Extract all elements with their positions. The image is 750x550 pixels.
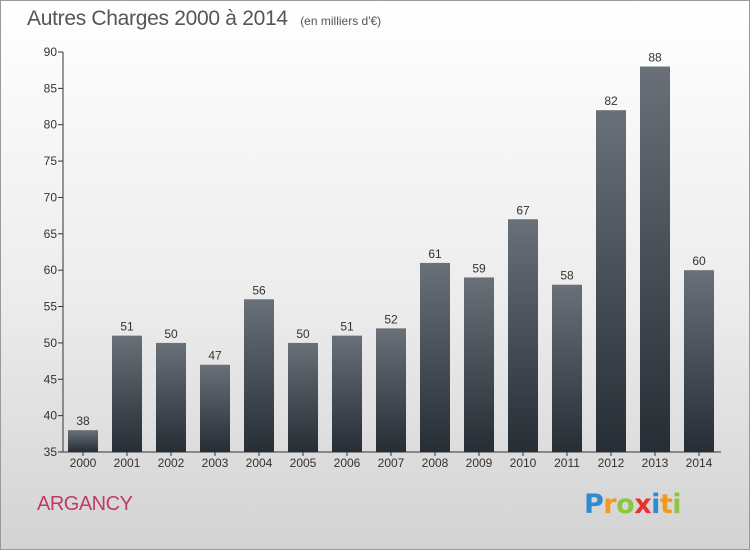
y-tick-label: 75 [44, 154, 58, 168]
data-label-2006: 51 [340, 320, 354, 334]
x-tick-label: 2011 [554, 456, 580, 470]
y-tick-label: 40 [44, 409, 58, 423]
data-label-2002: 50 [164, 327, 178, 341]
y-tick-label: 55 [44, 300, 58, 314]
x-tick-label: 2001 [114, 456, 141, 470]
bar-2004 [244, 299, 274, 452]
bar-2006 [332, 335, 362, 452]
logo-letter: i [672, 489, 682, 520]
data-label-2014: 60 [692, 254, 706, 268]
x-tick-label: 2005 [290, 456, 317, 470]
place-name: ARGANCY [37, 493, 133, 515]
y-tick-label: 85 [44, 81, 58, 95]
bar-2014 [684, 270, 714, 452]
logo-letter: r [603, 489, 617, 520]
y-axis: 35 40 45 50 55 60 65 70 75 80 85 90 [44, 45, 64, 459]
bar-2013 [640, 66, 670, 452]
y-tick-label: 80 [44, 118, 58, 132]
bar-2007 [376, 328, 406, 452]
bar-2002 [156, 342, 186, 452]
bar-2003 [200, 364, 230, 452]
bar-2009 [464, 277, 494, 452]
data-label-2009: 59 [472, 261, 486, 275]
bar-2005 [288, 342, 318, 452]
y-tick-label: 60 [44, 263, 58, 277]
logo-letter: x [634, 489, 652, 520]
x-tick-label: 2013 [642, 456, 669, 470]
x-tick-label: 2002 [158, 456, 185, 470]
x-tick-label: 2006 [334, 456, 361, 470]
x-tick-label: 2012 [598, 456, 625, 470]
bar-2012 [596, 110, 626, 452]
data-label-2005: 50 [296, 327, 310, 341]
bar-2000 [68, 430, 98, 452]
chart-title: Autres Charges 2000 à 2014 [27, 7, 288, 30]
proxiti-logo[interactable]: Proxiti [584, 489, 682, 520]
y-tick-label: 65 [44, 227, 58, 241]
y-tick-label: 35 [44, 445, 58, 459]
logo-letter: i [651, 489, 660, 520]
y-tick-label: 45 [44, 372, 58, 386]
bar-2008 [420, 262, 450, 452]
x-tick-label: 2009 [466, 456, 493, 470]
x-tick-label: 2007 [378, 456, 405, 470]
x-tick-label: 2010 [510, 456, 537, 470]
bar-2001 [112, 335, 142, 452]
y-tick-label: 50 [44, 336, 58, 350]
y-tick-label: 70 [44, 190, 58, 204]
data-label-2011: 58 [560, 269, 574, 283]
x-tick-label: 2000 [70, 456, 97, 470]
bar-2011 [552, 284, 582, 452]
data-label-2008: 61 [428, 247, 442, 261]
data-label-2010: 67 [516, 203, 530, 217]
x-tick-label: 2004 [246, 456, 273, 470]
data-label-2003: 47 [208, 349, 222, 363]
x-tick-label: 2003 [202, 456, 229, 470]
bars [68, 66, 714, 452]
data-label-2007: 52 [384, 312, 398, 326]
logo-letter: P [584, 489, 604, 520]
data-label-2001: 51 [120, 320, 134, 334]
logo-letter: o [616, 489, 635, 520]
logo-letter: t [659, 489, 673, 520]
y-tick-label: 90 [44, 45, 58, 59]
chart-subtitle: (en milliers d'€) [300, 14, 382, 28]
data-labels: 38 51 50 47 56 50 51 52 61 59 67 58 82 88 60 [76, 51, 706, 429]
x-tick-label: 2014 [686, 456, 713, 470]
chart-title-block: Autres Charges 2000 à 2014 (en milliers … [27, 7, 381, 31]
bar-2010 [508, 219, 538, 452]
data-label-2004: 56 [252, 283, 266, 297]
x-tick-label: 2008 [422, 456, 449, 470]
data-label-2012: 82 [604, 94, 618, 108]
data-label-2013: 88 [648, 51, 662, 65]
x-axis: 2000 2001 2002 2003 2004 2005 2006 2007 2008 2009… [63, 451, 721, 470]
data-label-2000: 38 [76, 414, 90, 428]
